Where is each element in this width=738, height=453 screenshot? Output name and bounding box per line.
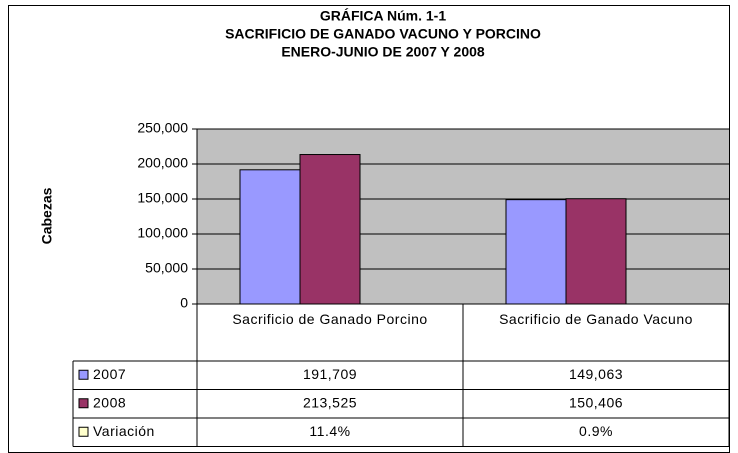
legend-label: 2008 [93,394,126,410]
y-tick-label: 50,000 [145,260,188,276]
legend-swatch [78,369,89,380]
bar [565,198,627,305]
y-tick-label: 0 [180,295,188,311]
y-tick-label: 250,000 [137,120,188,136]
y-axis-label: Cabezas [39,187,55,244]
y-tick-label: 150,000 [137,190,188,206]
data-table-value: 150,406 [569,394,623,410]
bar [299,154,361,305]
bar [505,199,567,305]
y-tick-label: 100,000 [137,225,188,241]
legend-swatch [78,398,89,409]
y-tick-label: 200,000 [137,155,188,171]
data-table-value: 149,063 [569,366,623,382]
legend-label: 2007 [93,366,126,382]
x-tick-label: Sacrificio de Ganado Vacuno [499,311,693,327]
chart-subtitle: SACRIFICIO DE GANADO VACUNO Y PORCINO [225,26,541,42]
chart-title: GRÁFICA Núm. 1-1 [320,8,446,24]
x-tick-label-box: Sacrificio de Ganado Porcino [232,311,428,327]
data-table-value: 11.4% [309,423,350,439]
data-table-value: 191,709 [303,366,357,382]
legend-swatch [78,426,89,437]
x-tick-label: Sacrificio de Ganado Porcino [232,311,428,327]
bar [239,169,301,305]
data-table-value: 0.9% [579,423,613,439]
chart-subtitle: ENERO-JUNIO DE 2007 Y 2008 [281,44,485,60]
x-tick-label-box: Sacrificio de Ganado Vacuno [499,311,693,327]
legend-label: Variación [93,423,155,439]
data-table-value: 213,525 [303,394,357,410]
